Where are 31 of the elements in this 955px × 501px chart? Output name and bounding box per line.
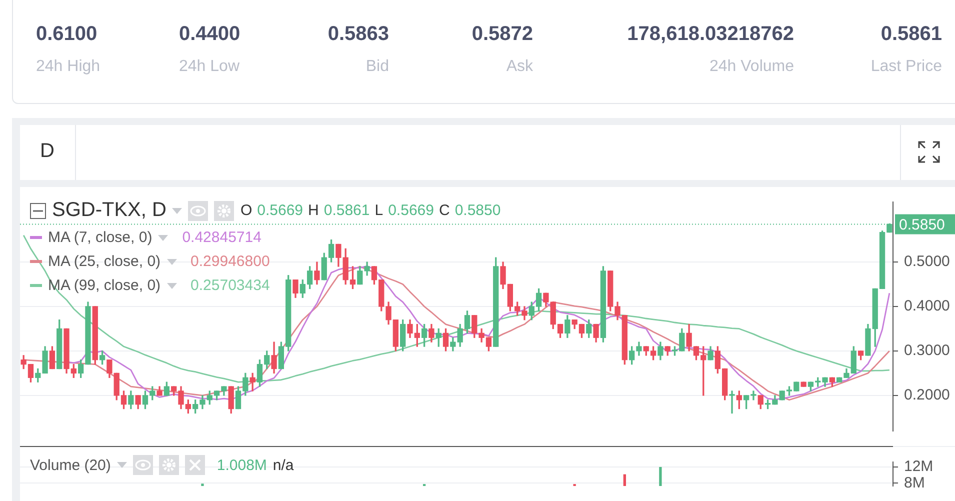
text: 24h Low: [179, 58, 240, 76]
text: 0.5861: [880, 23, 942, 46]
annotation: 0.42845714: [182, 229, 262, 246]
ref-line-label: 0.5850: [899, 216, 945, 234]
annotation: 0.29946800: [190, 253, 270, 270]
annotation: 0.25703434: [190, 277, 270, 294]
legend-label: MA (25, close, 0): [48, 253, 161, 270]
candlestick: [729, 390, 735, 414]
text: Bid: [366, 58, 389, 76]
y-tick-label: 0.5000: [904, 253, 950, 270]
text: 0.5872: [472, 23, 533, 46]
y-tick-label: 8M: [904, 474, 925, 492]
y-tick-label: 12M: [904, 458, 934, 476]
y-tick-label: 0.3000: [904, 342, 950, 360]
y-tick-label: 0.2000: [904, 386, 950, 404]
text: D: [40, 140, 54, 163]
text: 24h Volume: [709, 58, 794, 76]
legend-label: MA (7, close, 0): [48, 229, 152, 246]
annotation: O 0.5669 H 0.5861 L 0.5669 C 0.5850: [240, 202, 501, 219]
text: 24h High: [36, 58, 100, 76]
text: Ask: [506, 58, 533, 76]
annotation: n/a: [272, 456, 294, 474]
text: 178,618.03218762: [627, 23, 794, 46]
text: Volume (20): [30, 456, 111, 474]
annotation: 1.008M: [216, 456, 267, 474]
chart-title: SGD-TKX, D: [52, 199, 166, 222]
text: 0.6100: [36, 23, 98, 46]
text: 0.4400: [179, 23, 240, 46]
text: Last Price: [870, 58, 942, 76]
text: 0.5863: [328, 23, 389, 46]
y-tick-label: 0.4000: [904, 298, 950, 315]
